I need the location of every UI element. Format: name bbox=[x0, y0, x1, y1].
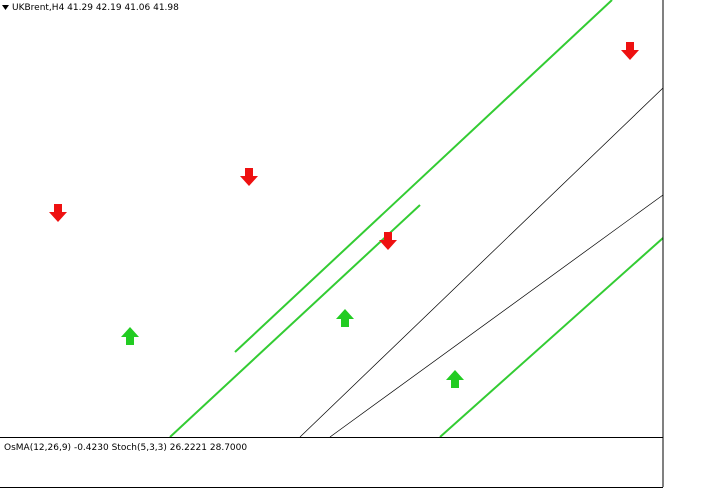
osma-name: OsMA(12,26,9) bbox=[4, 443, 71, 453]
header: UKBrent,H4 41.29 42.19 41.06 41.98 OsMA(… bbox=[2, 3, 247, 453]
sell-arrow bbox=[49, 204, 67, 222]
signal-arrows bbox=[49, 42, 639, 388]
oscillator-info: OsMA(12,26,9) -0.4230 Stoch(5,3,3) 26.22… bbox=[4, 443, 247, 453]
trend-line bbox=[234, 0, 613, 353]
osma-value: -0.4230 bbox=[74, 443, 109, 453]
trend-line bbox=[439, 237, 664, 438]
buy-arrow bbox=[121, 327, 139, 345]
high-value: 42.19 bbox=[96, 3, 122, 13]
open-value: 41.29 bbox=[67, 3, 93, 13]
trend-line bbox=[299, 87, 664, 438]
sell-arrow bbox=[621, 42, 639, 60]
menu-icon bbox=[2, 5, 9, 10]
trend-line bbox=[169, 204, 421, 438]
close-value: 41.98 bbox=[153, 3, 179, 13]
stoch-name: Stoch(5,3,3) bbox=[112, 443, 167, 453]
stoch-signal: 28.7000 bbox=[210, 443, 247, 453]
trend-line bbox=[329, 194, 664, 438]
buy-arrow bbox=[336, 309, 354, 327]
sell-arrow bbox=[379, 232, 397, 250]
symbol: UKBrent,H4 bbox=[12, 3, 65, 13]
stoch-main: 26.2221 bbox=[170, 443, 207, 453]
symbol-info: UKBrent,H4 41.29 42.19 41.06 41.98 bbox=[12, 3, 179, 13]
trend-lines bbox=[169, 0, 664, 438]
buy-arrow bbox=[446, 370, 464, 388]
low-value: 41.06 bbox=[124, 3, 150, 13]
sell-arrow bbox=[240, 168, 258, 186]
